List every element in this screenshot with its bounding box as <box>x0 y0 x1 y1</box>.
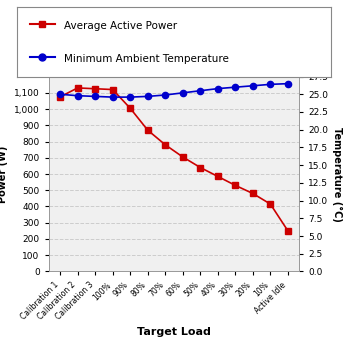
Average Active Power <box>93 87 97 91</box>
Minimum Ambient Temperature <box>163 93 167 97</box>
Minimum Ambient Temperature <box>181 91 185 95</box>
Average Active Power <box>145 128 150 132</box>
Minimum Ambient Temperature <box>145 94 150 98</box>
Minimum Ambient Temperature <box>286 81 290 86</box>
Average Active Power <box>251 191 255 196</box>
Average Active Power <box>163 143 167 147</box>
Y-axis label: Power (W): Power (W) <box>0 145 8 203</box>
Minimum Ambient Temperature <box>58 92 62 96</box>
Average Active Power <box>111 87 115 92</box>
Minimum Ambient Temperature <box>251 84 255 88</box>
Average Active Power <box>128 106 132 110</box>
Text: Average Active Power: Average Active Power <box>64 22 177 31</box>
Average Active Power <box>58 95 62 99</box>
Minimum Ambient Temperature <box>111 95 115 99</box>
Minimum Ambient Temperature <box>216 87 220 91</box>
Average Active Power <box>268 202 272 206</box>
Minimum Ambient Temperature <box>198 89 203 93</box>
Minimum Ambient Temperature <box>93 94 97 98</box>
Line: Average Active Power: Average Active Power <box>57 85 291 234</box>
Average Active Power <box>233 183 237 188</box>
Line: Minimum Ambient Temperature: Minimum Ambient Temperature <box>57 80 291 100</box>
Y-axis label: Temperature (°C): Temperature (°C) <box>332 127 342 221</box>
Average Active Power <box>181 155 185 159</box>
Minimum Ambient Temperature <box>233 85 237 89</box>
Average Active Power <box>216 174 220 179</box>
Minimum Ambient Temperature <box>76 94 80 98</box>
Average Active Power <box>76 86 80 90</box>
Minimum Ambient Temperature <box>128 95 132 99</box>
Average Active Power <box>286 229 290 233</box>
Average Active Power <box>198 165 203 169</box>
Minimum Ambient Temperature <box>268 82 272 86</box>
X-axis label: Target Load: Target Load <box>137 327 211 338</box>
Text: Minimum Ambient Temperature: Minimum Ambient Temperature <box>64 54 229 64</box>
